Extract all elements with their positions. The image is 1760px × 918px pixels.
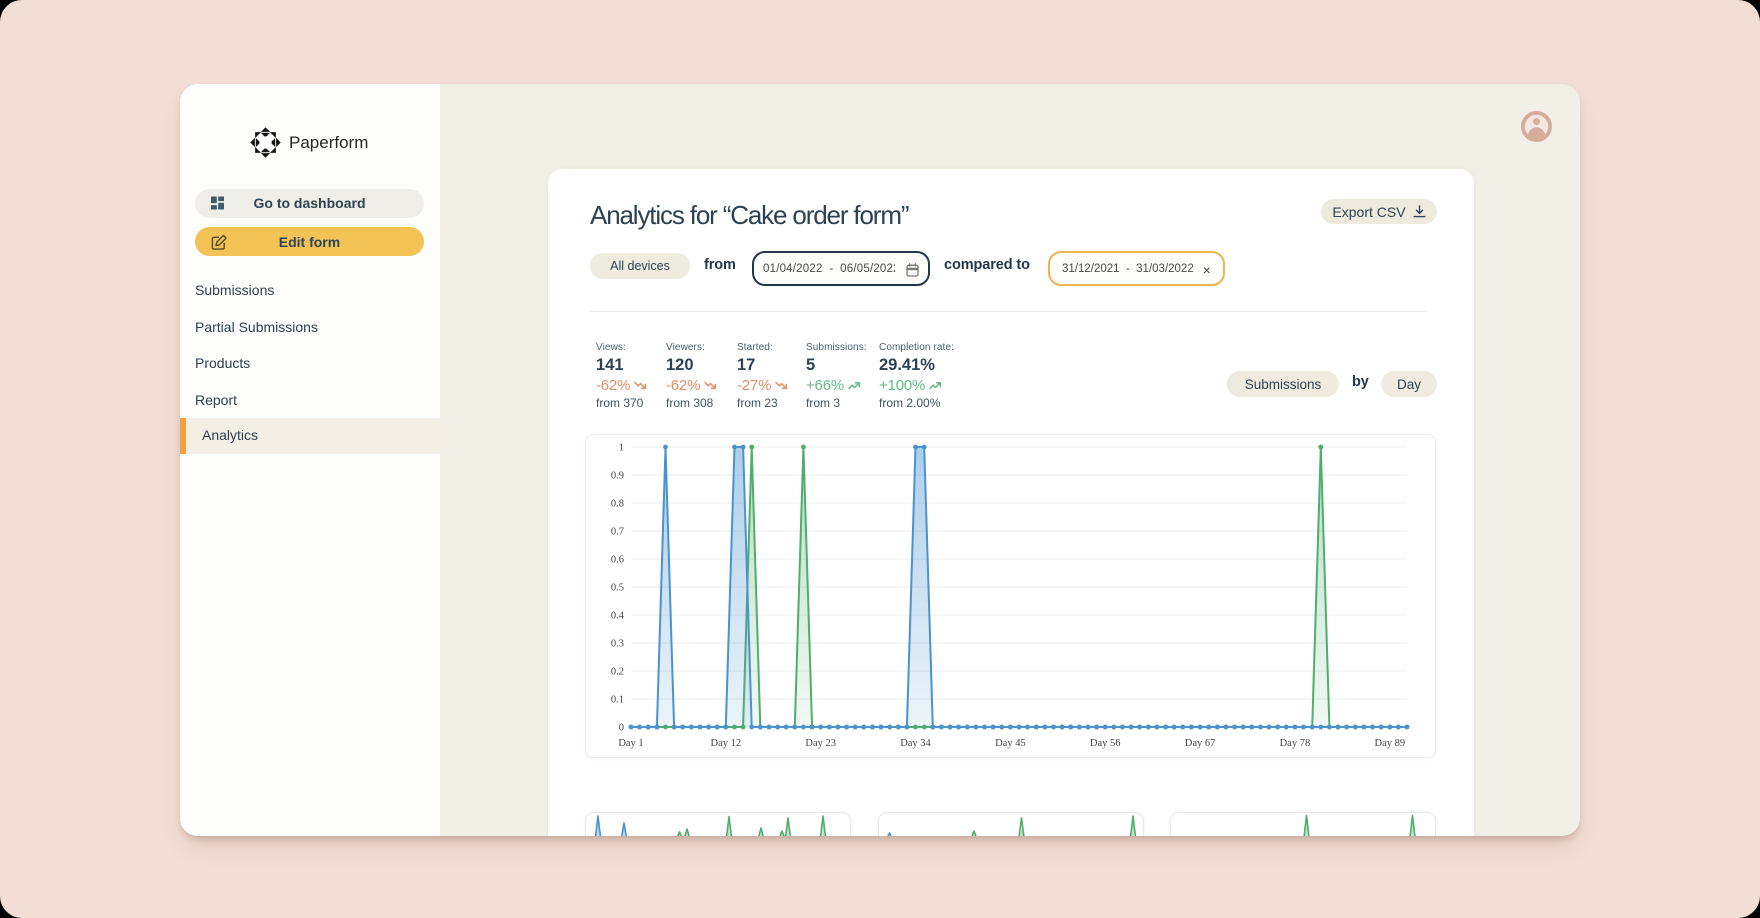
svg-text:Day 89: Day 89	[1374, 738, 1405, 749]
svg-text:0.7: 0.7	[611, 527, 624, 538]
svg-text:0.6: 0.6	[611, 555, 624, 566]
svg-text:0.4: 0.4	[611, 611, 625, 622]
svg-text:Day 23: Day 23	[805, 738, 836, 749]
svg-text:0.2: 0.2	[611, 667, 624, 678]
svg-text:1: 1	[619, 443, 624, 454]
svg-text:0.8: 0.8	[611, 499, 624, 510]
svg-text:0: 0	[619, 723, 624, 734]
svg-text:Day 45: Day 45	[995, 738, 1026, 749]
svg-text:0.1: 0.1	[611, 695, 624, 706]
svg-text:Day 67: Day 67	[1185, 738, 1216, 749]
svg-text:Day 12: Day 12	[710, 738, 741, 749]
svg-text:Day 1: Day 1	[618, 738, 643, 749]
svg-text:Day 34: Day 34	[900, 738, 931, 749]
svg-text:Day 78: Day 78	[1280, 738, 1311, 749]
svg-text:0.3: 0.3	[611, 639, 624, 650]
svg-text:0.9: 0.9	[611, 471, 624, 482]
svg-text:0.5: 0.5	[611, 583, 624, 594]
svg-text:Day 56: Day 56	[1090, 738, 1121, 749]
